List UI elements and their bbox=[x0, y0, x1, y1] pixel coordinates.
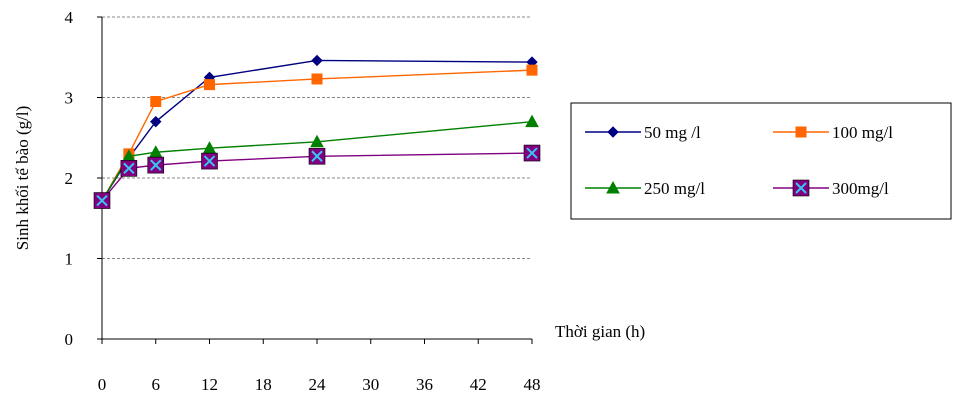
data-point bbox=[120, 160, 138, 177]
data-point bbox=[523, 144, 541, 162]
grid-lines bbox=[102, 16, 532, 259]
legend-item: 300mg/l bbox=[773, 179, 889, 198]
data-point bbox=[93, 192, 111, 209]
legend-box bbox=[570, 102, 952, 220]
y-tick-label: 0 bbox=[65, 330, 74, 349]
x-tick-label: 6 bbox=[152, 375, 161, 394]
legend-marker bbox=[606, 180, 620, 194]
data-point bbox=[201, 152, 218, 170]
legend: 50 mg /l 100 mg/l 250 mg/l 300mg/l bbox=[570, 102, 952, 220]
series-4 bbox=[93, 144, 541, 209]
x-tick-label: 42 bbox=[470, 375, 487, 394]
legend-marker bbox=[607, 126, 619, 138]
x-tick-label: 24 bbox=[309, 375, 327, 394]
y-tick-label: 4 bbox=[65, 8, 74, 27]
data-point bbox=[311, 73, 323, 85]
legend-marker bbox=[795, 126, 807, 138]
legend-label: 50 mg /l bbox=[644, 123, 701, 142]
x-tick-label: 48 bbox=[524, 375, 541, 394]
x-tick-label: 18 bbox=[255, 375, 272, 394]
data-point bbox=[310, 134, 324, 148]
y-tick-label: 3 bbox=[65, 89, 74, 108]
legend-item: 100 mg/l bbox=[773, 123, 893, 142]
data-point bbox=[308, 147, 326, 165]
x-tick-label: 30 bbox=[362, 375, 379, 394]
x-tick-label: 12 bbox=[201, 375, 218, 394]
legend-label: 300mg/l bbox=[832, 179, 889, 198]
data-point bbox=[150, 96, 162, 108]
y-tick-label: 1 bbox=[65, 250, 74, 269]
data-point bbox=[204, 79, 215, 91]
legend-label: 100 mg/l bbox=[832, 123, 893, 142]
x-axis-label: Thời gian (h) bbox=[555, 322, 645, 341]
axes bbox=[97, 16, 533, 344]
legend-marker bbox=[792, 179, 810, 197]
y-axis-label: Sinh khối tế bào (g/l) bbox=[13, 106, 32, 250]
legend-label: 250 mg/l bbox=[644, 179, 705, 198]
legend-item: 50 mg /l bbox=[585, 123, 701, 142]
legend-item: 250 mg/l bbox=[585, 179, 705, 198]
x-tick-label: 36 bbox=[416, 375, 433, 394]
data-point bbox=[147, 156, 165, 174]
data-point bbox=[311, 54, 323, 67]
data-point bbox=[150, 115, 162, 128]
data-point bbox=[525, 114, 539, 128]
y-tick-label: 2 bbox=[65, 169, 74, 188]
data-point bbox=[526, 64, 538, 76]
series-group bbox=[93, 54, 541, 209]
x-tick-label: 0 bbox=[98, 375, 107, 394]
